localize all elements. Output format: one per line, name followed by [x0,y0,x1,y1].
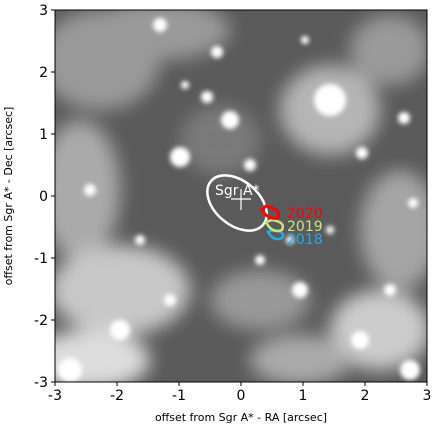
x-tick-label: 3 [423,388,432,404]
x-tick-label: 2 [361,388,370,404]
x-tick-label: -3 [48,388,62,404]
y-tick-label: 2 [39,65,48,81]
y-tick-label: -3 [34,375,48,391]
x-tick-label: -2 [110,388,124,404]
sgr-cross [231,189,251,210]
sgr-ellipse [206,174,268,232]
y-tick-label: -1 [34,251,48,267]
y-tick-label: 1 [39,127,48,143]
y-tick-label: 3 [39,3,48,19]
orbit-2019 [264,218,285,233]
y-axis-label: offset from Sgr A* - Dec [arcsec] [2,107,15,286]
x-tick-label: -1 [172,388,186,404]
image [55,10,427,382]
annotation: 2020 [287,206,323,222]
x-axis-label: offset from Sgr A* - RA [arcsec] [155,411,327,424]
x-tick-label: 0 [237,388,246,404]
y-tick-label: -2 [34,313,48,329]
annotation: 2018 [287,232,323,248]
annotation: Sgr A* [215,183,260,199]
x-tick-label: 1 [299,388,308,404]
orbit-2020 [260,204,281,220]
y-tick-label: 0 [39,189,48,205]
annotation: 2019 [287,219,323,235]
